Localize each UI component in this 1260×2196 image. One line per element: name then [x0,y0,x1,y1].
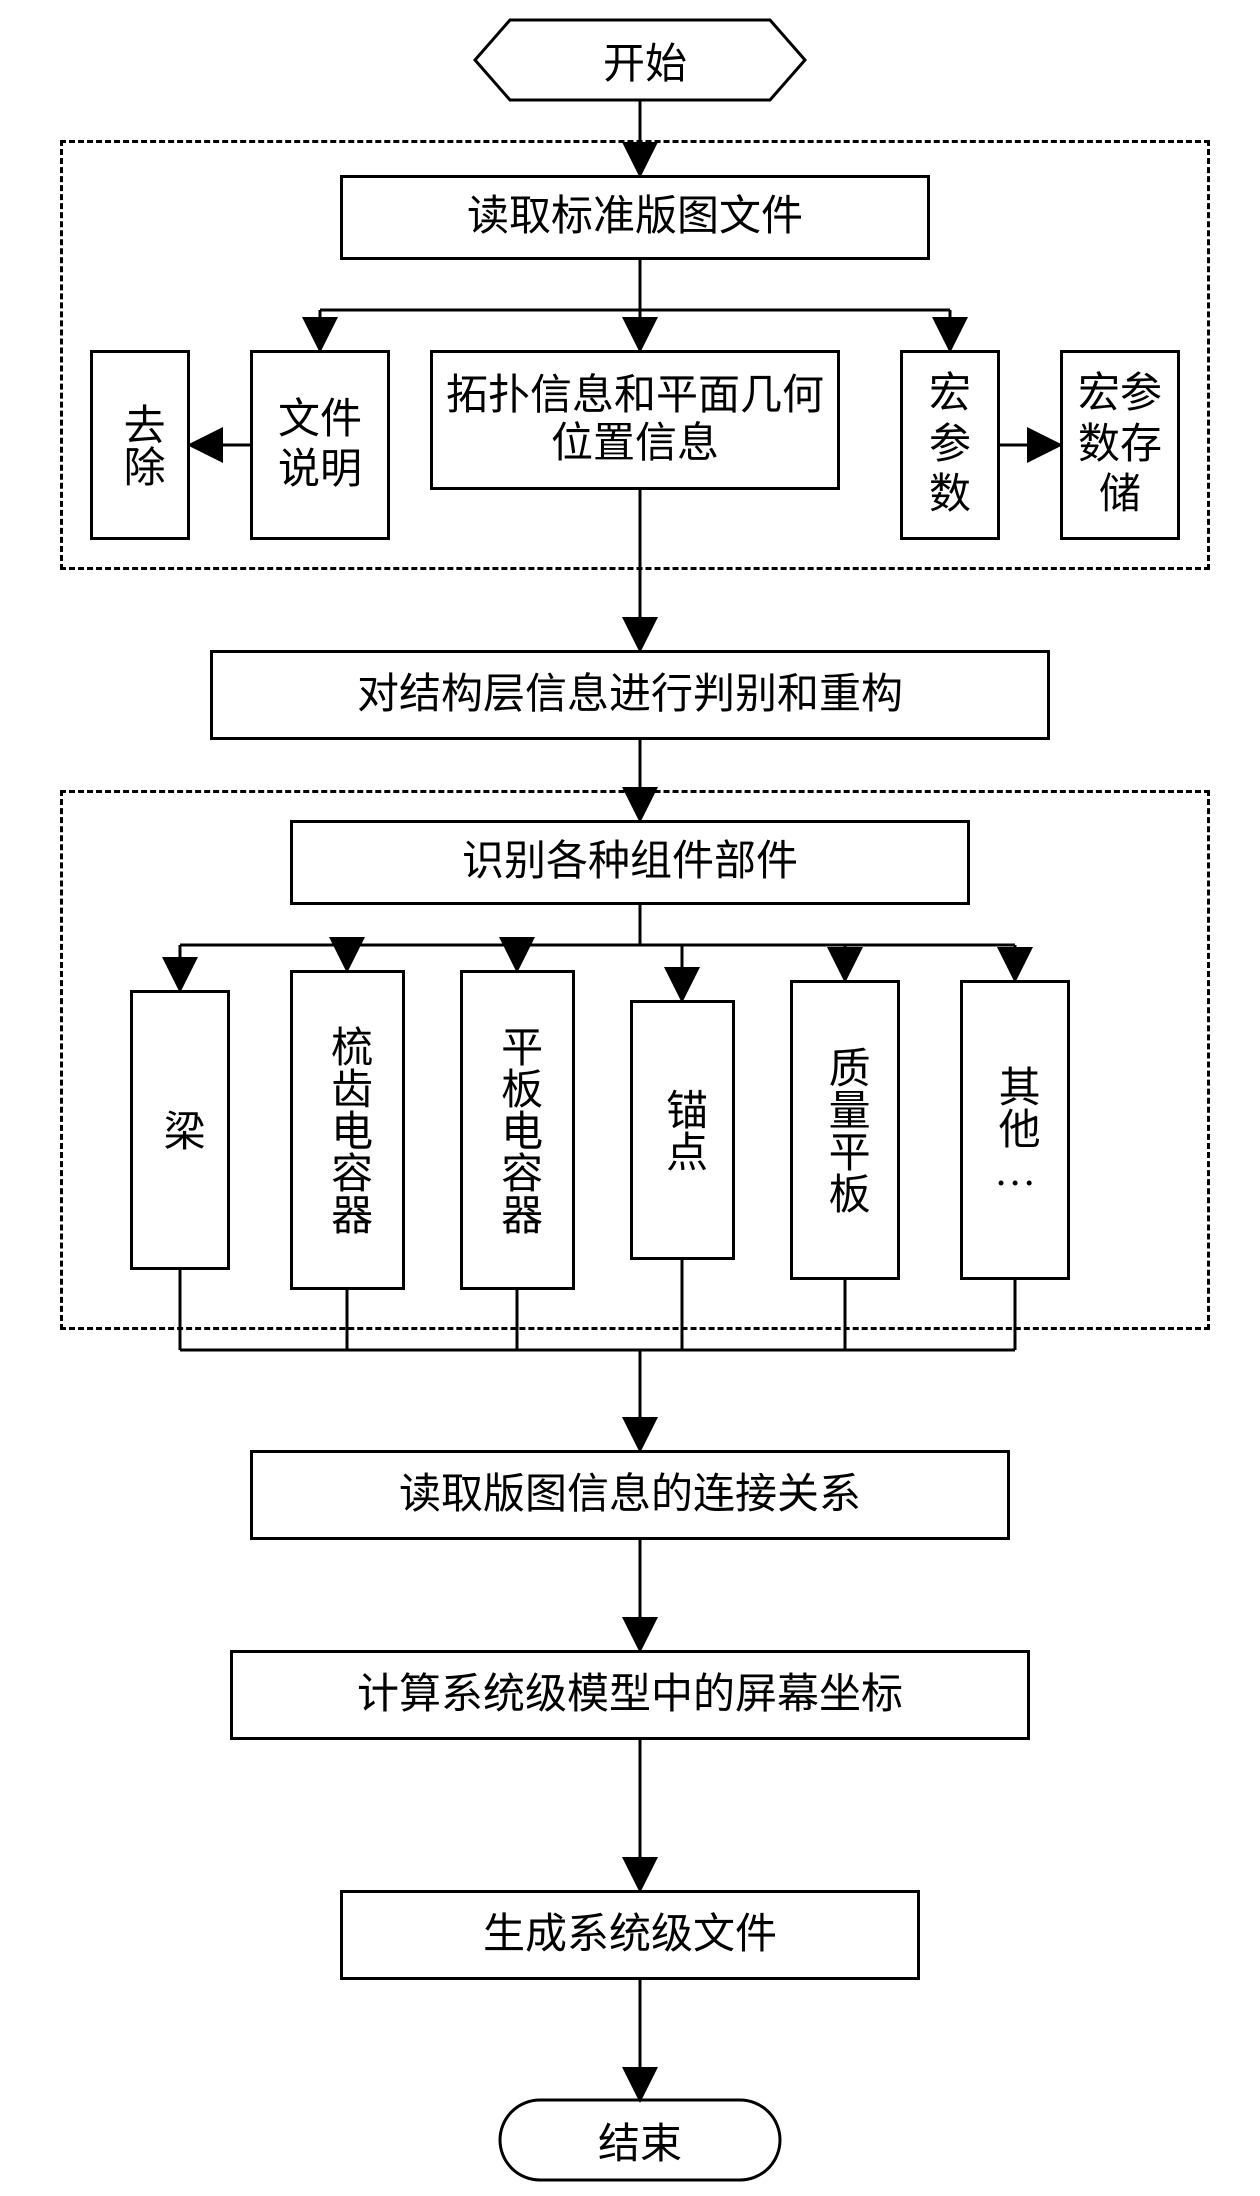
box-calc-coord: 计算系统级模型中的屏幕坐标 [230,1650,1030,1740]
flowchart-canvas: 开始 结束 读取标准版图文件 去除 文件说明 拓扑信息和平面几何位置信息 宏参数… [0,0,1260,2196]
box-comp-comb: 梳齿电容器 [290,970,405,1290]
judge-label: 对结构层信息进行判别和重构 [357,671,903,719]
box-read-conn: 读取版图信息的连接关系 [250,1450,1010,1540]
read-conn-label: 读取版图信息的连接关系 [399,1471,861,1519]
identify-label: 识别各种组件部件 [462,838,798,886]
box-gen-file: 生成系统级文件 [340,1890,920,1980]
box-identify: 识别各种组件部件 [290,820,970,905]
file-desc-label: 文件说明 [278,395,362,496]
box-comp-platecap: 平板电容器 [460,970,575,1290]
box-judge: 对结构层信息进行判别和重构 [210,650,1050,740]
box-topology: 拓扑信息和平面几何位置信息 [430,350,840,490]
comp-platecap-label: 平板电容器 [493,1025,541,1235]
box-read-layout: 读取标准版图文件 [340,175,930,260]
comp-mass-label: 质量平板 [821,1046,869,1214]
box-comp-mass: 质量平板 [790,980,900,1280]
comp-beam-label: 梁 [156,1109,204,1151]
macro-param-label: 宏参数 [925,369,975,520]
box-comp-other: 其他… [960,980,1070,1280]
gen-file-label: 生成系统级文件 [483,1911,777,1959]
comp-anchor-label: 锚点 [658,1088,706,1172]
end-label: 结束 [598,2110,682,2171]
remove-label: 去除 [116,403,164,487]
box-comp-beam: 梁 [130,990,230,1270]
box-comp-anchor: 锚点 [630,1000,735,1260]
start-label: 开始 [603,30,687,91]
terminator-end: 结束 [500,2100,780,2180]
calc-coord-label: 计算系统级模型中的屏幕坐标 [357,1671,903,1719]
box-file-desc: 文件说明 [250,350,390,540]
terminator-start: 开始 [485,20,805,100]
box-macro-param: 宏参数 [900,350,1000,540]
topology-label: 拓扑信息和平面几何位置信息 [439,372,831,469]
comp-other-label: 其他… [991,1065,1039,1195]
box-remove: 去除 [90,350,190,540]
macro-store-label: 宏参数存储 [1074,369,1166,520]
comp-comb-label: 梳齿电容器 [323,1025,371,1235]
box-macro-store: 宏参数存储 [1060,350,1180,540]
read-layout-label: 读取标准版图文件 [467,193,803,241]
